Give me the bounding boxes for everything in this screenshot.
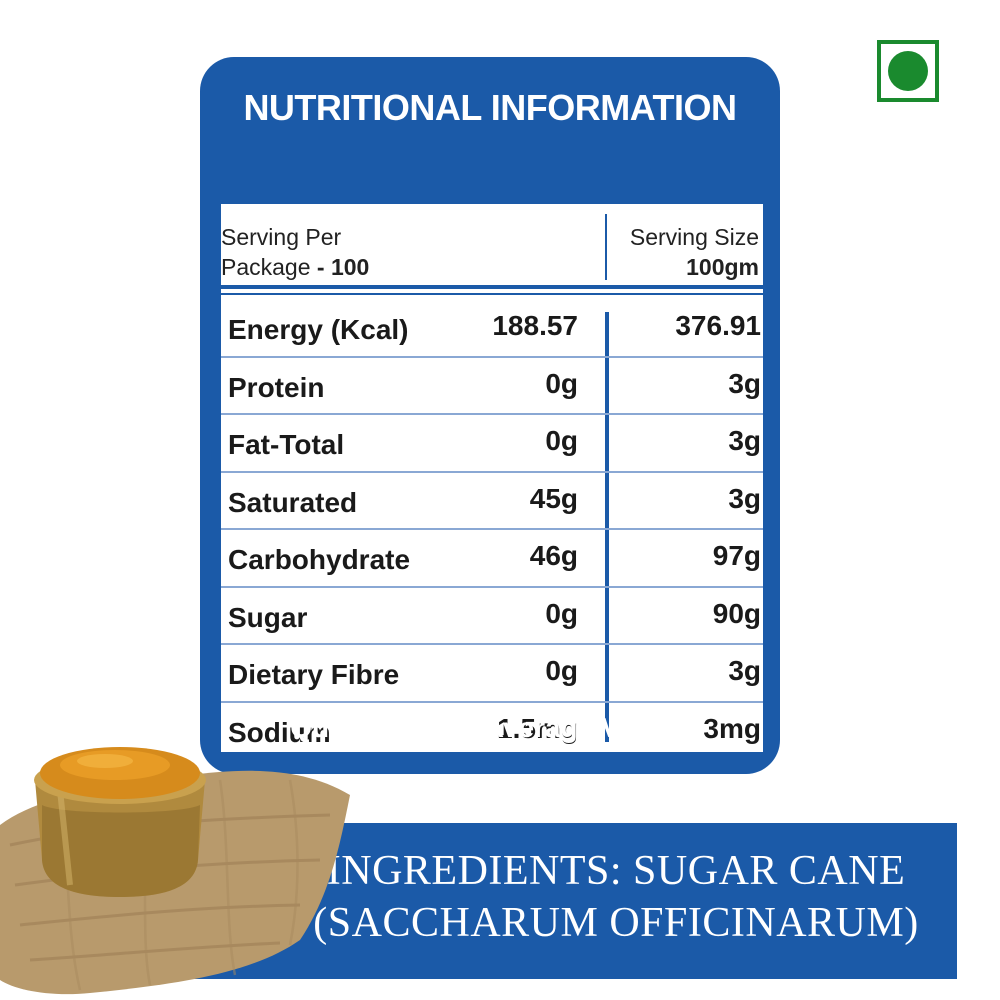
ingredients-line-1: INGREDIENTS: SUGAR CANE [326, 848, 906, 894]
veg-symbol-icon [877, 40, 939, 102]
per-serving-value: 0g [545, 425, 578, 456]
per-serving-value: 188.57 [492, 310, 578, 341]
nutrient-name: Protein [228, 371, 325, 403]
nutrient-row-energy: Energy (Kcal) 188.57 376.91 [221, 300, 763, 358]
serving-divider [605, 214, 607, 280]
row-divider [221, 700, 763, 703]
average-values-note: Quantities are Average Values [290, 712, 690, 743]
per-100g-value: 376.91 [675, 310, 761, 341]
nutrient-row-protein: Protein 0g 3g [221, 358, 763, 415]
per-serving-value: 45g [529, 482, 578, 514]
nutrient-name: Saturated [228, 486, 358, 518]
serving-info: Serving Per Package - 100 Serving Size 1… [221, 204, 763, 284]
nutrient-name: Sugar [228, 601, 308, 633]
row-divider [221, 643, 763, 645]
row-divider [221, 528, 763, 530]
serving-size-value: 100gm [686, 254, 759, 280]
per-100g-value: 3g [728, 367, 761, 399]
nutrient-name: Fat-Total [228, 429, 345, 460]
nutrient-name: Energy (Kcal) [228, 314, 409, 345]
nutrient-row-saturated: Saturated 45g 3g [221, 473, 763, 530]
nutrient-row-dietary-fibre: Dietary Fibre 0g 3g [221, 645, 763, 703]
per-100g-value: 97g [712, 540, 761, 571]
nutrient-name: Sodium [228, 716, 331, 748]
per-serving-value: 0g [545, 367, 578, 399]
nutrient-row-fat-total: Fat-Total 0g 3g [221, 415, 763, 473]
per-100g-value: 3g [728, 482, 761, 514]
column-divider [605, 312, 609, 742]
nutrient-rows: Energy (Kcal) 188.57 376.91 Protein 0g 3… [221, 300, 763, 760]
per-serving-value: 0g [545, 597, 578, 629]
per-serving-value: 46g [529, 540, 578, 571]
nutrient-name: Carbohydrate [228, 544, 411, 575]
product-photo [0, 747, 350, 995]
nutrient-name: Dietary Fibre [228, 659, 400, 690]
row-divider [221, 585, 763, 588]
ingredients-line-2: (SACCHARUM OFFICINARUM) [313, 900, 919, 946]
per-100g-value: 90g [712, 597, 761, 629]
serving-size-label: Serving Size [629, 224, 759, 250]
nutrient-row-carbohydrate: Carbohydrate 46g 97g [221, 530, 763, 588]
panel-title: NUTRITIONAL INFORMATION [243, 87, 737, 128]
row-divider [221, 413, 763, 415]
per-serving-value: 0g [545, 655, 578, 686]
ingredients-text: INGREDIENTS: SUGAR CANE (SACCHARUM OFFIC… [285, 845, 947, 949]
nutrient-row-sugar: Sugar 0g 90g [221, 588, 763, 645]
veg-dot [888, 51, 928, 91]
row-divider [221, 470, 763, 473]
package-value: - 100 [316, 254, 370, 280]
per-100g-value: 3mg [703, 712, 761, 744]
header-rule [221, 285, 763, 289]
per-serving-value: 1.5mg [497, 712, 578, 744]
per-100g-value: 3g [728, 655, 761, 686]
serving-per-label: Serving Per [221, 224, 342, 250]
nutrition-panel: NUTRITIONAL INFORMATION Serving Per Pack… [200, 57, 780, 774]
serving-per-package: Serving Per Package - 100 [221, 222, 369, 282]
nutrition-table: Serving Per Package - 100 Serving Size 1… [221, 204, 763, 752]
package-label: Package [221, 254, 311, 280]
header-rule-thin [221, 293, 763, 295]
serving-size: Serving Size 100gm [630, 222, 759, 282]
per-100g-value: 3g [728, 425, 761, 456]
row-divider [221, 355, 763, 358]
nutrient-row-sodium: Sodium 1.5mg 3mg [221, 703, 763, 761]
